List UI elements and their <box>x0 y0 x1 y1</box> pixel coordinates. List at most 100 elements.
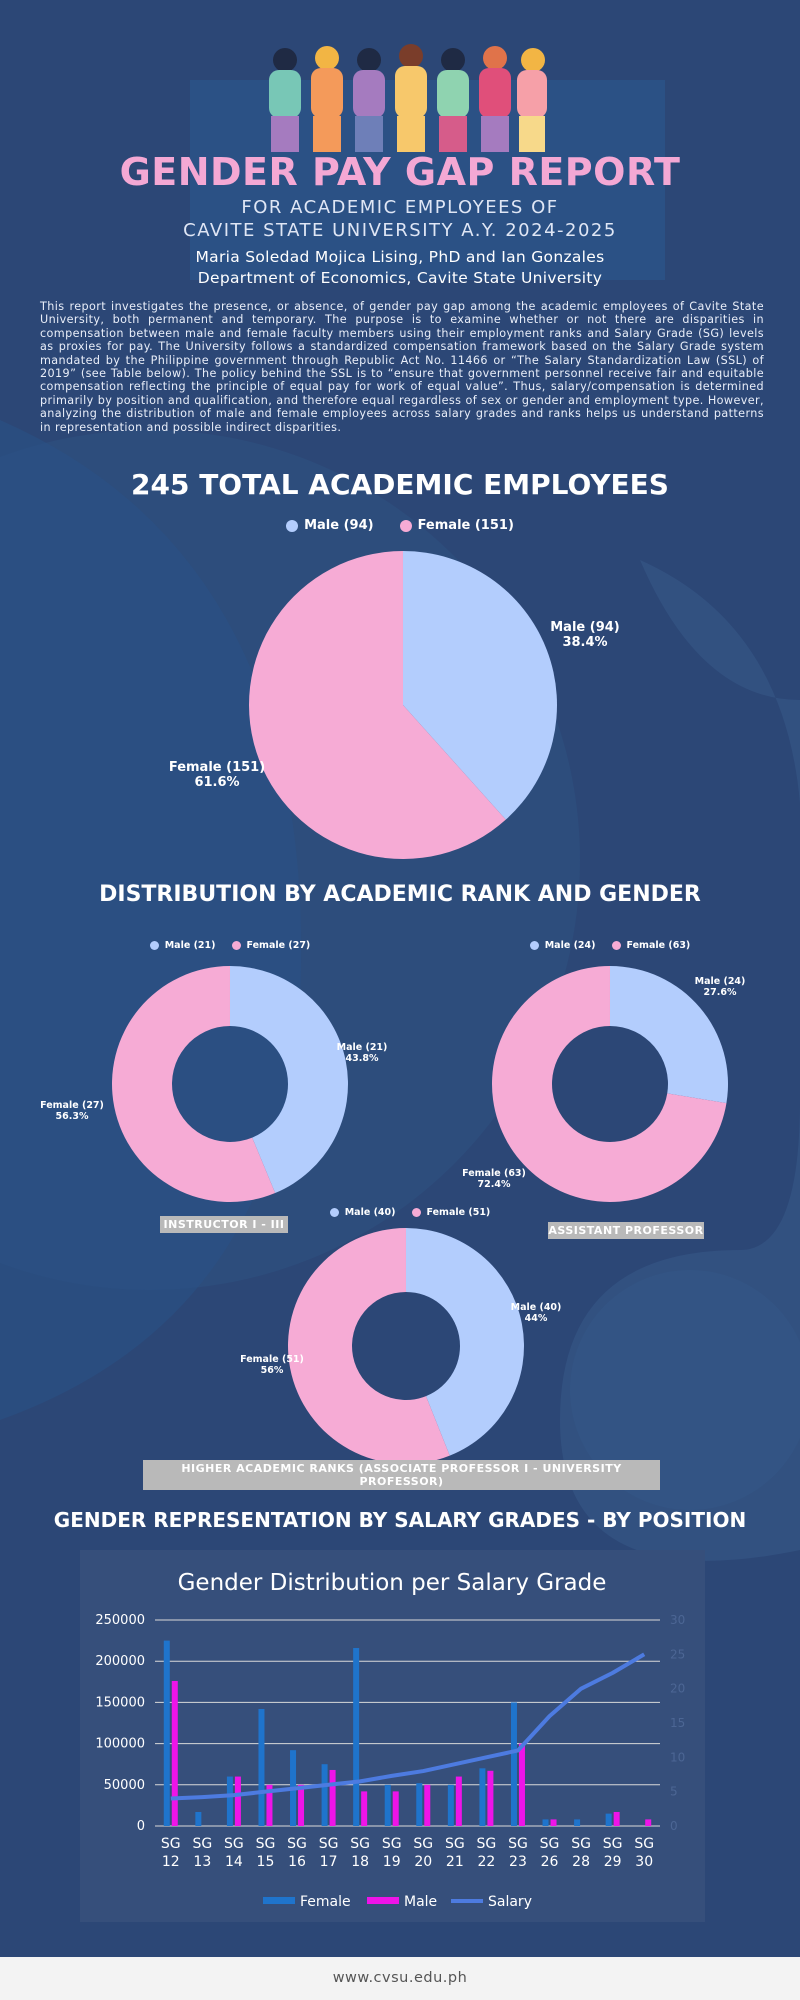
legend-female: Female (51) <box>411 1207 491 1218</box>
bar-female <box>416 1783 423 1826</box>
y2-tick-label: 10 <box>670 1750 685 1764</box>
x-tick-label: SG <box>571 1836 591 1852</box>
donut-slice-female <box>491 966 727 1202</box>
legend-male-swatch <box>529 941 539 950</box>
higher-legend: Male (40) Female (51) <box>300 1207 520 1218</box>
instructor-caption: INSTRUCTOR I - III <box>160 1216 288 1233</box>
department: Department of Economics, Cavite State Un… <box>197 269 603 287</box>
legend-female-swatch <box>411 1208 421 1217</box>
assistant-label-female: Female (63) 72.4% <box>462 1168 526 1190</box>
y-tick-label: 100000 <box>95 1737 145 1752</box>
pie-label-male: Male (94) 38.4% <box>530 620 640 650</box>
x-tick-label: 16 <box>288 1854 306 1870</box>
legend-swatch <box>263 1897 295 1904</box>
x-tick-label: SG <box>192 1836 212 1852</box>
legend-female-swatch <box>611 941 621 950</box>
legend-female: Female (63) <box>611 940 691 951</box>
x-tick-label: SG <box>161 1836 181 1852</box>
legend-male-label: Male (24) <box>544 940 596 951</box>
legend-male: Male (94) <box>286 518 374 533</box>
pie-slice-male <box>403 551 557 820</box>
bar-female <box>321 1764 328 1826</box>
y-tick-label: 50000 <box>104 1778 145 1793</box>
donut-label-male-name: Male (24) <box>694 976 746 987</box>
bar-male <box>518 1743 525 1826</box>
legend-label: Male <box>404 1894 437 1910</box>
y2-tick-label: 15 <box>670 1716 685 1730</box>
donut-label-female-pct: 56% <box>260 1365 284 1376</box>
legend-female-label: Female (63) <box>626 940 691 951</box>
donut-slice-male <box>230 966 348 1194</box>
report-title: GENDER PAY GAP REPORT <box>119 150 681 194</box>
section-title-salary: GENDER REPRESENTATION BY SALARY GRADES -… <box>53 1508 747 1532</box>
bar-female <box>384 1784 391 1826</box>
donut-slice-female <box>112 966 276 1202</box>
legend-female-label: Female (27) <box>246 940 311 951</box>
bar-male <box>234 1776 241 1826</box>
bar-female <box>226 1776 233 1826</box>
x-tick-label: SG <box>508 1836 528 1852</box>
pie-slice-female <box>249 551 506 859</box>
y-tick-label: 150000 <box>95 1695 145 1710</box>
y2-tick-label: 25 <box>670 1647 685 1661</box>
bar-male <box>171 1680 178 1826</box>
higher-caption: HIGHER ACADEMIC RANKS (ASSOCIATE PROFESS… <box>143 1460 660 1490</box>
x-tick-label: 28 <box>572 1854 590 1870</box>
y2-tick-label: 5 <box>670 1785 678 1799</box>
chart-panel <box>80 1550 705 1922</box>
bar-female <box>479 1768 486 1826</box>
x-tick-label: 18 <box>351 1854 369 1870</box>
section-title-total: 245 TOTAL ACADEMIC EMPLOYEES <box>131 468 669 501</box>
legend-swatch <box>367 1897 399 1904</box>
legend-label: Female <box>300 1894 351 1910</box>
footer-url[interactable]: www.cvsu.edu.ph <box>0 1957 800 2000</box>
pie-label-female: Female (151) 61.6% <box>162 760 272 790</box>
chart-title: Gender Distribution per Salary Grade <box>178 1570 607 1596</box>
legend-male: Male (21) <box>149 940 216 951</box>
legend-male-swatch <box>329 1208 339 1217</box>
assistant-donut-chart <box>491 966 728 1202</box>
legend-male-label: Male (40) <box>344 1207 396 1218</box>
legend-male: Male (24) <box>529 940 596 951</box>
x-tick-label: SG <box>603 1836 623 1852</box>
donut-label-male-name: Male (40) <box>510 1302 562 1313</box>
x-tick-label: SG <box>256 1836 276 1852</box>
x-tick-label: 20 <box>414 1854 432 1870</box>
bar-male <box>487 1770 494 1826</box>
y2-tick-label: 30 <box>670 1613 685 1627</box>
legend-male: Male (40) <box>329 1207 396 1218</box>
bar-male <box>613 1811 620 1826</box>
x-tick-label: SG <box>319 1836 339 1852</box>
bar-male <box>329 1769 336 1826</box>
report-subtitle-line1: FOR ACADEMIC EMPLOYEES OF <box>241 197 559 218</box>
legend-male-swatch <box>286 519 299 532</box>
people-illustration <box>269 44 547 152</box>
x-tick-label: SG <box>287 1836 307 1852</box>
bar-female <box>574 1819 581 1826</box>
donut-label-male-name: Male (21) <box>336 1042 388 1053</box>
bar-male <box>266 1784 273 1826</box>
y-tick-label: 200000 <box>95 1654 145 1669</box>
legend-male-label: Male (21) <box>164 940 216 951</box>
legend-female: Female (151) <box>399 518 514 533</box>
y-tick-label: 0 <box>137 1819 145 1834</box>
salary-line <box>170 1652 646 1801</box>
total-pie-chart <box>249 551 557 859</box>
x-tick-label: 23 <box>509 1854 527 1870</box>
bar-female <box>605 1813 612 1826</box>
donut-slice-female <box>287 1228 450 1464</box>
y-tick-label: 250000 <box>95 1613 145 1628</box>
bar-female <box>163 1640 170 1826</box>
x-tick-label: SG <box>445 1836 465 1852</box>
bar-male <box>550 1819 557 1826</box>
x-tick-label: 13 <box>193 1854 211 1870</box>
pie-label-female-name: Female (151) <box>168 760 266 775</box>
total-legend: Male (94) Female (151) <box>0 518 800 533</box>
legend-female-label: Female (51) <box>426 1207 491 1218</box>
legend-female: Female (27) <box>231 940 311 951</box>
higher-label-female: Female (51) 56% <box>240 1354 304 1376</box>
instructor-donut-chart <box>112 966 348 1202</box>
x-tick-label: SG <box>350 1836 370 1852</box>
x-tick-label: SG <box>477 1836 497 1852</box>
assistant-caption: ASSISTANT PROFESSOR <box>548 1222 704 1239</box>
